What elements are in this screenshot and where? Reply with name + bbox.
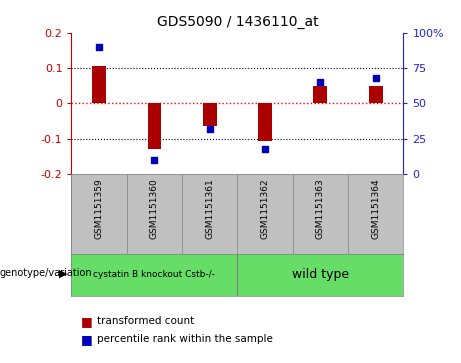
Bar [203,103,217,126]
Bar [92,66,106,103]
Text: GSM1151364: GSM1151364 [371,178,380,239]
Bar [237,254,403,296]
Bar [369,86,383,103]
Text: GSM1151363: GSM1151363 [316,178,325,239]
Point [206,126,213,132]
Text: ■: ■ [81,315,92,328]
Point [372,75,379,81]
Bar [313,86,327,103]
Text: wild type: wild type [292,269,349,281]
Point [261,146,269,152]
Text: percentile rank within the sample: percentile rank within the sample [97,334,273,344]
Text: GSM1151362: GSM1151362 [260,178,270,239]
Text: genotype/variation: genotype/variation [0,268,93,278]
Text: ▶: ▶ [59,268,67,278]
Bar [258,103,272,140]
Title: GDS5090 / 1436110_at: GDS5090 / 1436110_at [157,15,318,29]
Text: GSM1151359: GSM1151359 [95,178,104,239]
Bar [148,103,161,150]
Point [151,157,158,163]
Text: cystatin B knockout Cstb-/-: cystatin B knockout Cstb-/- [94,270,215,280]
Point [317,79,324,85]
Text: transformed count: transformed count [97,316,194,326]
Text: GSM1151361: GSM1151361 [205,178,214,239]
Text: ■: ■ [81,333,92,346]
Text: GSM1151360: GSM1151360 [150,178,159,239]
Point [95,44,103,50]
